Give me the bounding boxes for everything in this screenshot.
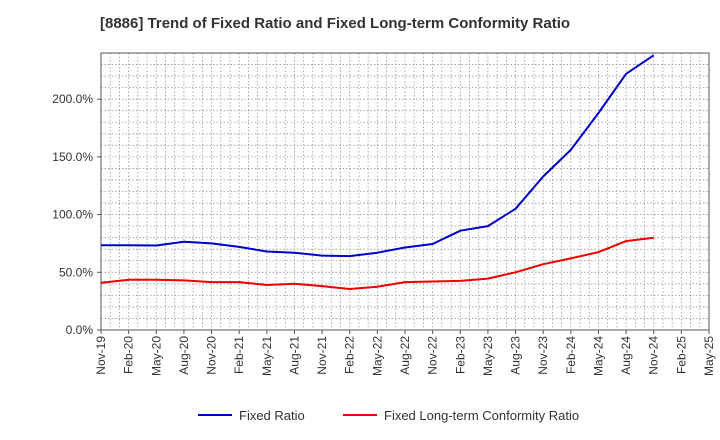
x-tick-label: Aug-21 — [287, 336, 301, 375]
x-tick-label: Feb-22 — [343, 336, 357, 374]
x-tick-label: Aug-22 — [398, 336, 412, 375]
x-tick-label: May-21 — [260, 336, 274, 376]
y-tick-label: 0.0% — [66, 323, 94, 337]
x-tick-label: Nov-22 — [426, 336, 440, 375]
chart-title: [8886] Trend of Fixed Ratio and Fixed Lo… — [100, 15, 571, 32]
y-tick-label: 100.0% — [52, 208, 93, 222]
series-line-fixed-ratio — [101, 54, 655, 258]
x-axis-tick-labels: Nov-19 Feb-20 May-20 Aug-20 Nov-20 Feb-21 May-… — [94, 336, 716, 376]
series-line-fixed-long-term-conformity-ratio — [100, 236, 654, 290]
x-tick-label: Feb-20 — [122, 336, 136, 374]
x-tick-label: Feb-25 — [674, 336, 688, 374]
x-tick-label: Feb-23 — [453, 336, 467, 374]
legend-label: Fixed Long-term Conformity Ratio — [384, 408, 579, 423]
series-lines — [100, 54, 655, 290]
x-tick-label: May-20 — [149, 336, 163, 376]
y-tick-label: 50.0% — [59, 265, 93, 279]
x-tick-label: Aug-24 — [619, 336, 633, 375]
x-tick-label: Nov-24 — [647, 336, 661, 375]
y-axis-tick-labels: 0.0% 50.0% 100.0% 150.0% 200.0% — [52, 92, 93, 337]
y-tick-label: 200.0% — [52, 92, 93, 106]
x-tick-label: Feb-21 — [232, 336, 246, 374]
x-tick-label: May-24 — [591, 336, 605, 376]
grid-lines — [101, 53, 709, 330]
x-tick-label: Nov-19 — [94, 336, 108, 375]
x-tick-label: Aug-20 — [177, 336, 191, 375]
x-tick-label: Nov-20 — [205, 336, 219, 375]
x-tick-label: Nov-21 — [315, 336, 329, 375]
legend-label: Fixed Ratio — [239, 408, 305, 423]
x-tick-label: Feb-24 — [564, 336, 578, 374]
axes — [97, 52, 710, 334]
x-tick-label: Nov-23 — [536, 336, 550, 375]
y-tick-label: 150.0% — [52, 150, 93, 164]
x-tick-label: May-23 — [481, 336, 495, 376]
x-tick-label: Aug-23 — [509, 336, 523, 375]
x-tick-label: May-25 — [702, 336, 716, 376]
x-tick-label: May-22 — [370, 336, 384, 376]
legend: Fixed Ratio Fixed Long-term Conformity Ra… — [198, 408, 579, 423]
